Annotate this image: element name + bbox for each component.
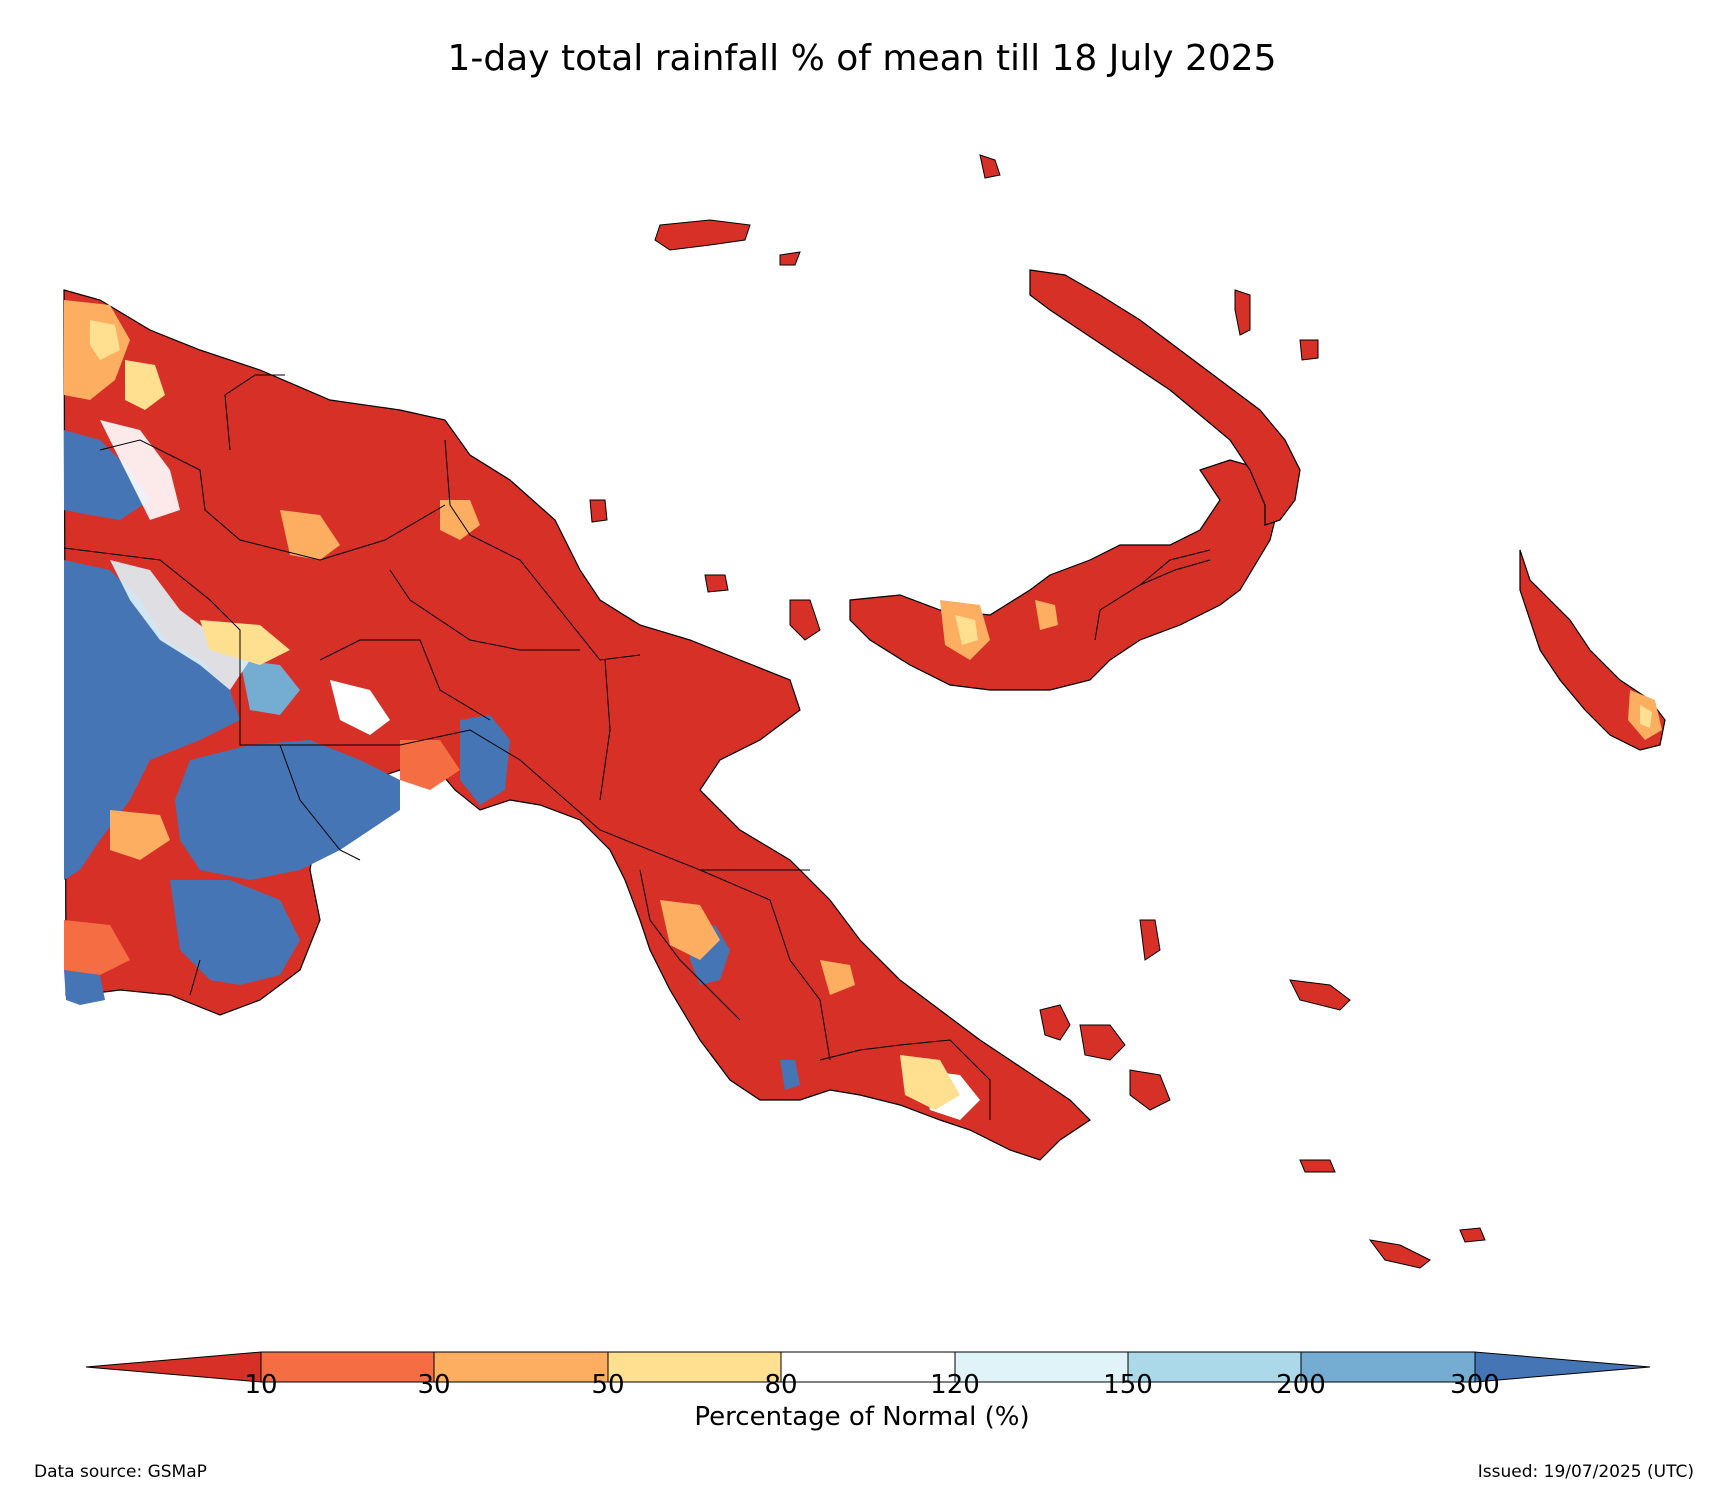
colorbar-high-extend bbox=[1474, 1351, 1651, 1383]
new-britain-land bbox=[849, 459, 1281, 691]
colorbar-seg-7 bbox=[1300, 1351, 1476, 1383]
wet-region-central bbox=[460, 715, 510, 805]
milne-bay-islands bbox=[1039, 919, 1486, 1269]
wet-region-highland bbox=[240, 660, 300, 715]
bougainville-land bbox=[1519, 549, 1666, 751]
new-ireland bbox=[1029, 269, 1301, 526]
colorbar-seg-3 bbox=[607, 1351, 782, 1383]
colorbar-tick-120: 120 bbox=[930, 1370, 980, 1400]
colorbar-tick-10: 10 bbox=[244, 1370, 278, 1400]
wet-region-southcoast bbox=[780, 1060, 800, 1090]
mainland bbox=[63, 289, 1091, 1161]
moderate-patch-hl1 bbox=[280, 510, 340, 560]
wet-region-fly bbox=[175, 740, 400, 880]
moderate-patch-sw bbox=[64, 920, 130, 975]
data-source: Data source: GSMaP bbox=[34, 1462, 207, 1482]
colorbar-tick-150: 150 bbox=[1103, 1370, 1153, 1400]
manus-islands bbox=[589, 154, 1319, 641]
colorbar-tick-80: 80 bbox=[764, 1370, 798, 1400]
moderate-patch-hl3 bbox=[200, 620, 290, 665]
map-title: 1-day total rainfall % of mean till 18 J… bbox=[447, 38, 1277, 79]
normal-halo-hl bbox=[330, 680, 390, 735]
moderate-patch-fly bbox=[110, 810, 170, 860]
colorbar-tick-50: 50 bbox=[591, 1370, 625, 1400]
colorbar-tick-200: 200 bbox=[1276, 1370, 1326, 1400]
moderate-patch-ec bbox=[660, 900, 720, 960]
colorbar-low-extend bbox=[85, 1351, 262, 1383]
new-britain-boundaries bbox=[1094, 549, 1211, 641]
colorbar-tick-300: 300 bbox=[1450, 1370, 1500, 1400]
wet-region-south bbox=[170, 880, 300, 985]
colorbar-label: Percentage of Normal (%) bbox=[694, 1402, 1030, 1432]
bougainville bbox=[1519, 549, 1666, 751]
moderate-patch-mb bbox=[820, 960, 855, 995]
moderate-patch-nw2 bbox=[90, 320, 120, 360]
province-boundaries bbox=[63, 374, 991, 1120]
issued-date: Issued: 19/07/2025 (UTC) bbox=[1477, 1462, 1694, 1482]
new-ireland-land bbox=[1029, 269, 1301, 526]
wet-region-nw bbox=[64, 430, 150, 520]
moderate-patch-gulf bbox=[400, 740, 460, 790]
colorbar-seg-5 bbox=[954, 1351, 1129, 1383]
colorbar-seg-2 bbox=[433, 1351, 609, 1383]
moderate-patch-nw3 bbox=[125, 360, 165, 410]
manus-land bbox=[654, 219, 751, 251]
normal-halo-west bbox=[110, 560, 250, 690]
colorbar-seg-4 bbox=[780, 1351, 956, 1383]
wet-region-sw bbox=[64, 970, 105, 1005]
colorbar-seg-6 bbox=[1127, 1351, 1302, 1383]
new-britain-patch3 bbox=[1035, 600, 1058, 630]
colorbar-tick-30: 30 bbox=[417, 1370, 451, 1400]
wet-region-west bbox=[64, 560, 240, 880]
moderate-patch-sc bbox=[900, 1055, 960, 1110]
new-britain-patch2 bbox=[955, 615, 978, 645]
colorbar-seg-1 bbox=[260, 1351, 435, 1383]
new-britain bbox=[849, 459, 1281, 691]
colorbar bbox=[85, 1351, 1651, 1383]
